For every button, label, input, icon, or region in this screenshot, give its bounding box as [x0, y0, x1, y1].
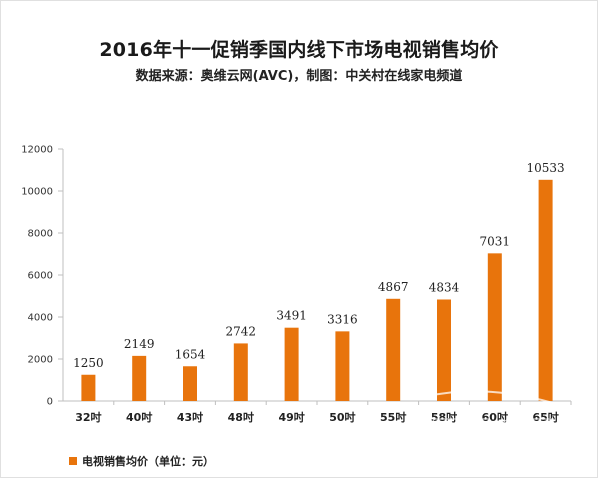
data-label: 2149: [124, 337, 155, 351]
x-tick-label: 48吋: [228, 410, 254, 424]
data-label: 3491: [276, 309, 307, 323]
data-label: 10533: [527, 161, 565, 175]
x-tick-label: 32吋: [75, 410, 101, 424]
data-label: 2742: [226, 324, 257, 338]
data-label: 1250: [73, 356, 104, 370]
data-label: 4867: [378, 280, 409, 294]
bar: [284, 327, 299, 401]
y-tick-label: 8000: [28, 229, 53, 240]
legend: 电视销售均价（单位：元）: [69, 453, 214, 469]
x-tick-label: 60吋: [482, 410, 508, 424]
y-tick-label: 10000: [21, 187, 53, 198]
legend-swatch: [69, 457, 77, 465]
bar: [81, 374, 96, 401]
x-tick-label: 58吋: [431, 410, 457, 424]
y-tick-label: 6000: [28, 271, 53, 282]
legend-label: 电视销售均价（单位：元）: [82, 455, 214, 468]
data-label: 7031: [480, 234, 511, 248]
x-tick-label: 43吋: [177, 410, 203, 424]
bar: [233, 343, 248, 401]
x-tick-label: 65吋: [532, 410, 558, 424]
bar: [183, 366, 197, 401]
watermark-logo: [400, 390, 554, 440]
chart-title: 2016年十一促销季国内线下市场电视销售均价: [99, 39, 499, 61]
chart-subtitle: 数据来源：奥维云网(AVC)，制图：中关村在线家电频道: [135, 69, 463, 84]
y-tick-label: 0: [47, 397, 53, 408]
data-label: 4834: [429, 280, 460, 294]
bar: [487, 253, 502, 401]
bar: [386, 298, 401, 401]
x-tick-label: 40吋: [126, 410, 152, 424]
y-tick-label: 2000: [28, 355, 53, 366]
data-label: 1654: [175, 347, 206, 361]
data-label: 3316: [327, 312, 358, 326]
bar: [437, 299, 451, 401]
y-tick-label: 12000: [21, 145, 53, 156]
y-tick-label: 4000: [28, 313, 53, 324]
x-tick-label: 50吋: [329, 410, 355, 424]
bar: [132, 355, 147, 401]
x-tick-label: 55吋: [380, 410, 406, 424]
bar: [335, 331, 350, 401]
bar: [538, 179, 553, 401]
x-tick-label: 49吋: [278, 410, 304, 424]
